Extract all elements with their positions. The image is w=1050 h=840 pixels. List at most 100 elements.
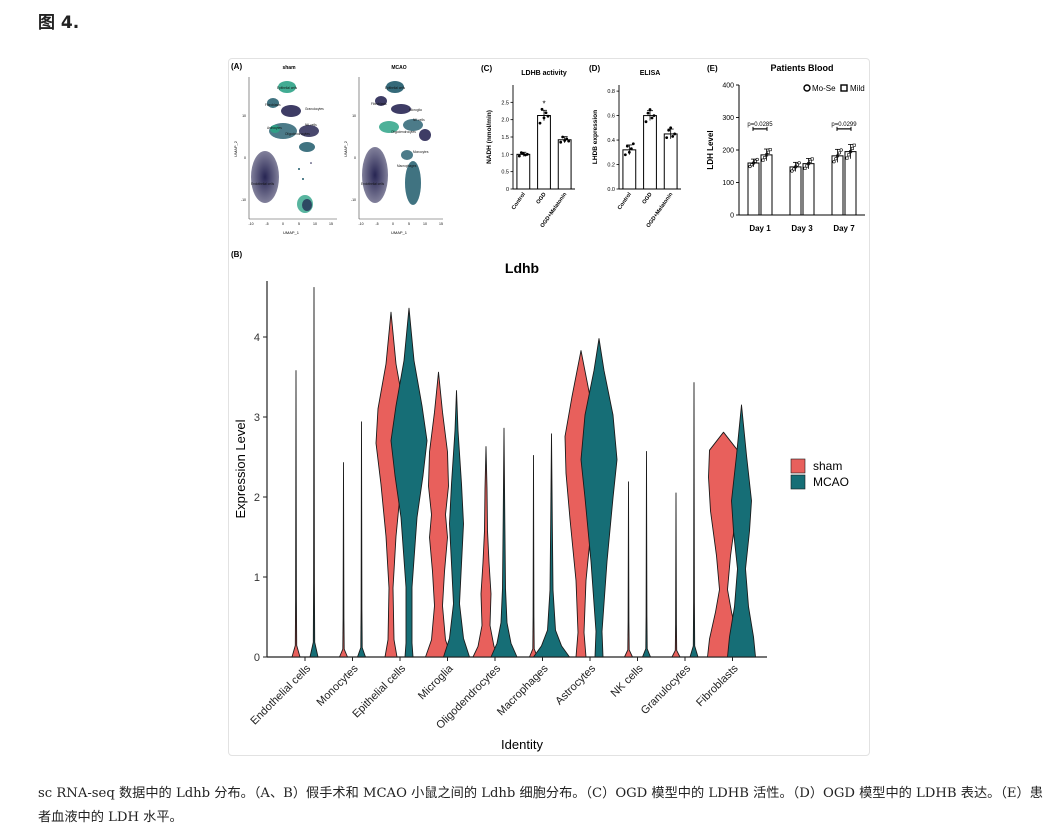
violin-sham: [671, 492, 681, 658]
violin-sham: [707, 431, 740, 658]
umap-mcao-xtick-4: 5: [408, 222, 410, 226]
data-point: [671, 134, 675, 138]
y-tick-label: 0.5: [501, 170, 509, 176]
umap-sham-xlabel: UMAP_1: [283, 230, 300, 235]
umap-mcao-ytick-0: 0: [354, 156, 356, 160]
y-tick-label: 4: [254, 332, 260, 344]
umap-mcao-label-epithelial: Epithelial cells: [385, 86, 406, 90]
y-tick-label: 400: [722, 83, 734, 90]
x-tick-label: NK cells: [609, 662, 646, 699]
umap-cluster: [401, 150, 413, 160]
x-tick-label: OGD: [536, 192, 548, 206]
violin-sham: [529, 454, 538, 658]
data-point: [561, 135, 565, 139]
data-point: [567, 139, 571, 143]
violin-sham: [472, 446, 500, 658]
umap-mcao-title: MCAO: [391, 65, 406, 71]
y-tick-label: 0: [506, 187, 509, 193]
umap-cluster: [386, 81, 404, 93]
data-point: [832, 160, 836, 164]
violin-mcao: [580, 338, 618, 658]
violin-sham: [339, 462, 348, 658]
data-point: [793, 165, 798, 169]
data-point: [797, 161, 801, 165]
y-tick-label: 0.8: [607, 89, 615, 95]
bar: [844, 151, 857, 216]
umap-cluster: [270, 125, 280, 133]
y-tick-label: 0.4: [607, 138, 615, 144]
data-point: [852, 143, 856, 147]
violin-mcao: [727, 404, 756, 658]
data-point: [765, 153, 769, 157]
umap-mcao-label-macrophages: Macrophages: [397, 164, 417, 168]
y-tick-label: 200: [722, 148, 734, 155]
data-point: [652, 114, 656, 117]
legend-label: sham: [813, 459, 842, 473]
panel-label-a: (A): [231, 62, 242, 71]
umap-cluster: [281, 105, 301, 117]
umap-sham-label-granulocytes: Granulocytes: [305, 107, 324, 111]
x-tick-label: Day 7: [833, 224, 855, 233]
chart-title: LDHB activity: [521, 70, 567, 77]
y-tick-label: 1.5: [501, 135, 509, 141]
umap-mcao-ytick-10: 10: [352, 114, 356, 118]
umap-cluster: [299, 142, 315, 152]
umap-sham-xtick-5: 10: [313, 222, 317, 226]
umap-mcao-xtick-5: 10: [423, 222, 427, 226]
data-point: [792, 167, 796, 171]
y-tick-label: 2.5: [501, 100, 509, 106]
violin-mcao: [689, 382, 699, 658]
umap-sham-label-fibroblasts: Fibroblasts: [265, 103, 281, 107]
umap-mcao: MCAO UMAP_1 UMAP_2 10 0 -10 -10 -5 0 5 1…: [343, 65, 443, 235]
umap-cluster: [375, 96, 387, 106]
panel-label-c: (C): [481, 64, 492, 73]
umap-mcao-xtick-6: 15: [439, 222, 443, 226]
data-point: [544, 111, 548, 115]
y-tick-label: 3: [254, 412, 260, 424]
y-axis-label: LHDB expression: [592, 110, 599, 164]
x-tick-label: Fibroblasts: [694, 662, 741, 709]
bar: [557, 139, 572, 190]
panel-e-chart: Patients Blood 0 100 200 300 400 LDH Level Day …: [706, 63, 865, 233]
umap-sham-xtick-4: 5: [298, 222, 300, 226]
figure-card: (A) sham UMAP_1 UMAP_2 10 0 -10 -10 -5 0…: [228, 58, 870, 756]
y-tick-label: 0.2: [607, 163, 615, 169]
data-point: [650, 116, 654, 120]
data-point: [521, 152, 525, 156]
violin-mcao: [642, 450, 651, 658]
data-point: [667, 128, 671, 132]
umap-mcao-xtick-1: -10: [358, 222, 363, 226]
violin-mcao: [309, 286, 319, 658]
umap-sham-label-nk: NK cells: [305, 123, 317, 127]
violin-mcao: [533, 433, 570, 658]
x-tick-label: Astrocytes: [553, 662, 598, 707]
umap-cluster: [267, 98, 279, 108]
umap-cluster: [419, 129, 431, 141]
data-point: [850, 146, 854, 150]
data-point: [805, 164, 809, 168]
data-point: [766, 150, 770, 154]
umap-sham-label-oligo: Oligodendrocytes: [285, 132, 310, 136]
data-point: [623, 153, 627, 157]
data-point: [629, 147, 633, 151]
data-point: [646, 111, 650, 115]
data-point: [517, 154, 521, 158]
legend-marker-square: [840, 84, 848, 92]
bar: [789, 166, 802, 216]
x-tick-label: Granulocytes: [639, 662, 694, 717]
data-point: [669, 126, 673, 130]
umap-cluster: [391, 104, 411, 114]
y-tick-label: 1: [254, 572, 260, 584]
panel-label-e: (E): [707, 64, 718, 73]
figure-heading: 图 4.: [38, 13, 80, 33]
umap-mcao-ylabel: UMAP_2: [343, 140, 348, 157]
data-point: [750, 163, 754, 167]
x-tick-label: Endothelial cells: [248, 662, 313, 727]
data-point: [525, 152, 529, 156]
bar: [516, 153, 531, 190]
data-point: [538, 121, 542, 125]
data-point: [673, 132, 677, 136]
umap-mcao-label-monocytes: Monocytes: [413, 150, 429, 154]
umap-cluster: [278, 81, 296, 93]
data-point: [839, 148, 843, 152]
